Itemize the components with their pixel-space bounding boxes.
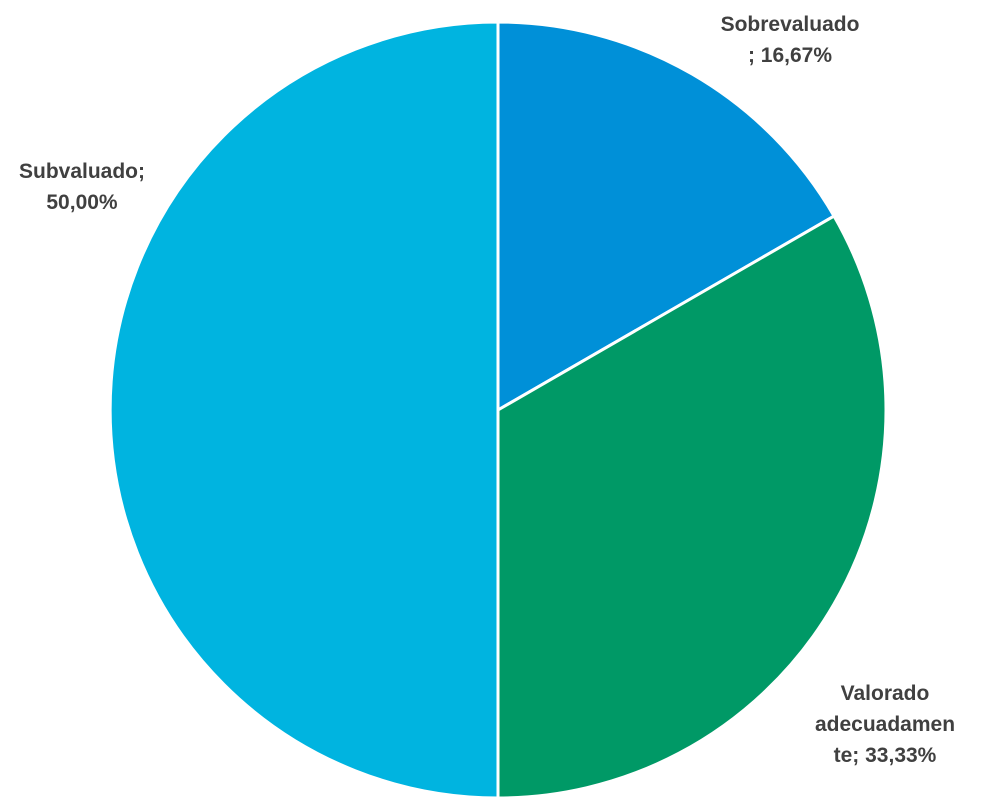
pie-slices <box>108 20 888 797</box>
data-label-valorado-adecuadamente: Valorado adecuadamen te; 33,33% <box>815 682 955 767</box>
data-label-sobrevaluado: Sobrevaluado ; 16,67% <box>721 13 860 67</box>
data-label-line: Valorado <box>841 682 930 705</box>
data-label-line: 50,00% <box>46 191 118 214</box>
data-label-line: Sobrevaluado <box>721 13 860 36</box>
pie-slice-subvaluado <box>108 20 500 797</box>
data-label-subvaluado: Subvaluado; 50,00% <box>19 160 145 214</box>
pie-slice-sobrevaluado <box>496 20 836 412</box>
data-label-line: adecuadamen <box>815 713 955 736</box>
data-label-line: ; 16,67% <box>748 44 832 67</box>
data-label-line: te; 33,33% <box>834 744 937 767</box>
pie-slice-valorado-adecuadamente <box>496 214 888 797</box>
data-label-line: Subvaluado; <box>19 160 145 183</box>
